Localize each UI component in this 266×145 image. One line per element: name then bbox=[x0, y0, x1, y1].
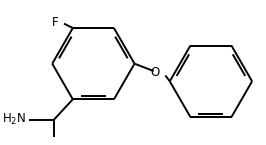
Text: F: F bbox=[52, 16, 58, 29]
Text: O: O bbox=[151, 66, 160, 79]
Text: H$_2$N: H$_2$N bbox=[2, 112, 26, 127]
